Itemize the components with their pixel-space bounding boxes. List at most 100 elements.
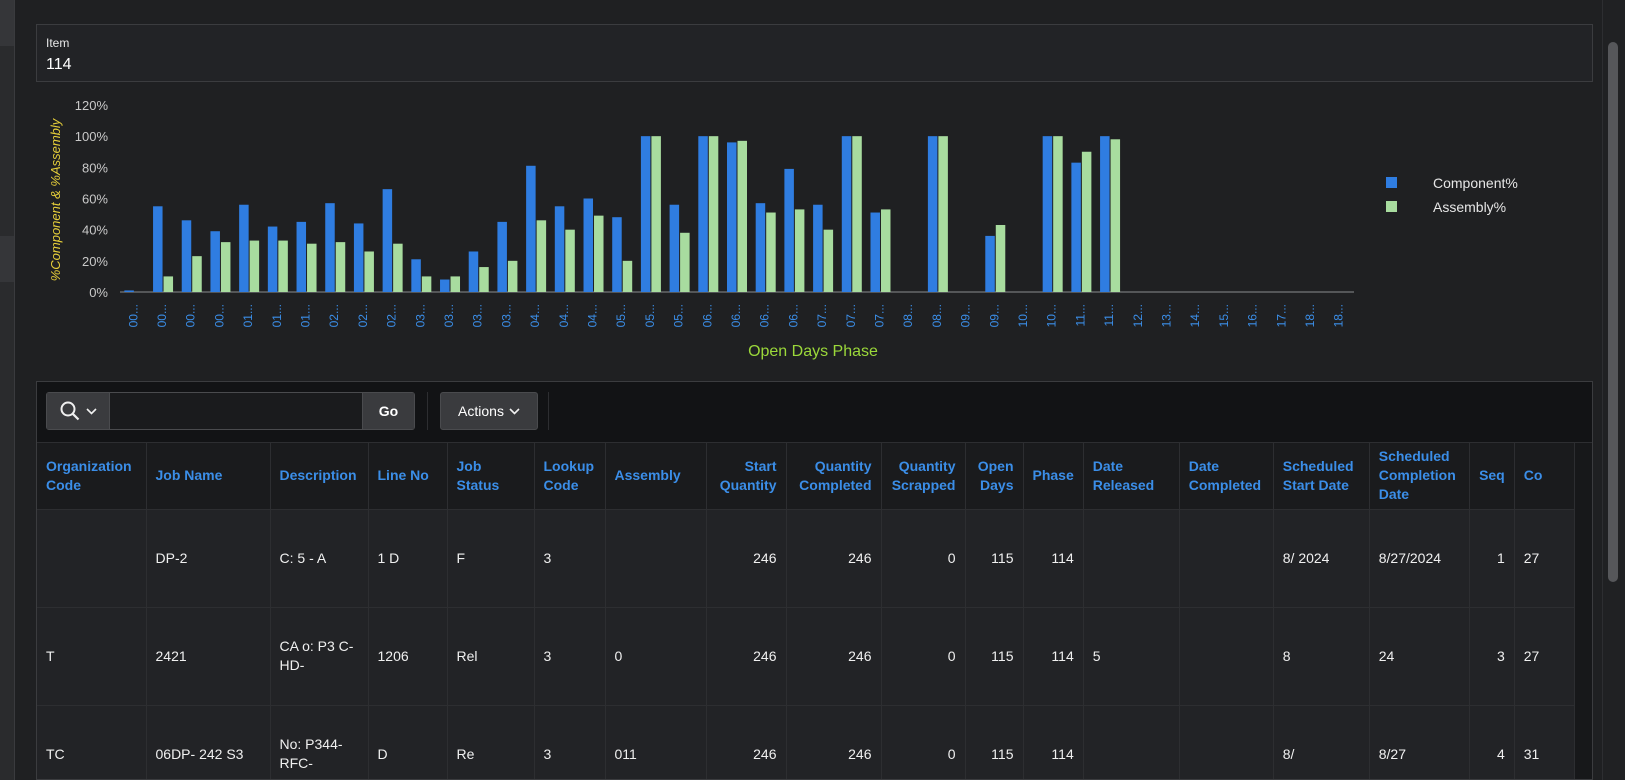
column-header[interactable]: Date Released <box>1083 443 1180 510</box>
table-cell: 115 <box>965 705 1024 779</box>
table-cell: F <box>447 509 535 608</box>
x-tick-label: 06... <box>729 304 743 327</box>
bar-component-pct <box>1100 136 1110 292</box>
column-header[interactable]: Lookup Code <box>534 443 606 510</box>
x-tick-label: 00... <box>212 304 226 327</box>
x-tick-label: 14... <box>1188 304 1202 327</box>
table-cell: 1 D <box>368 509 448 608</box>
table-row: TC 06DP- 242 S3 No: P344-RFC- D Re 3 011 246 246… <box>37 705 1575 779</box>
column-header[interactable]: Scheduled Start Date <box>1273 443 1370 510</box>
table-cell: 4 <box>1469 705 1515 779</box>
column-header[interactable]: Seq <box>1469 443 1515 510</box>
bar-component-pct <box>497 221 507 292</box>
table-cell: 27 <box>1514 509 1575 608</box>
x-tick-label: 00... <box>126 304 140 327</box>
bar-assembly-pct <box>1110 139 1121 292</box>
bar-assembly-pct <box>1081 151 1092 292</box>
table-cell: 8/27 <box>1369 705 1470 779</box>
bar-component-pct <box>870 212 880 292</box>
column-header[interactable]: Open Days <box>965 443 1024 510</box>
bar-assembly-pct <box>794 209 805 292</box>
search-input[interactable] <box>110 393 362 429</box>
bar-assembly-pct <box>450 276 461 292</box>
column-header[interactable]: Assembly <box>605 443 707 510</box>
legend-swatch <box>1386 177 1397 188</box>
column-header[interactable]: Organization Code <box>37 443 147 510</box>
table-cell: 1 <box>1469 509 1515 608</box>
bar-assembly-pct <box>823 229 834 292</box>
column-header[interactable]: Line No <box>368 443 448 510</box>
bar-assembly-pct <box>651 136 661 292</box>
table-cell: 8 <box>1273 607 1370 706</box>
y-tick-label: 80% <box>82 160 108 175</box>
actions-menu-button[interactable]: Actions <box>440 392 538 430</box>
go-button[interactable]: Go <box>362 393 414 429</box>
x-tick-label: 05... <box>672 304 686 327</box>
bar-component-pct <box>583 198 594 292</box>
table-header-row: Organization Code Job Name Description Line… <box>37 443 1575 510</box>
column-header[interactable]: Description <box>270 443 369 510</box>
bar-assembly-pct <box>680 232 690 292</box>
bar-component-pct <box>1071 162 1081 292</box>
column-header[interactable]: Co <box>1514 443 1575 510</box>
column-header[interactable]: Job Status <box>447 443 535 510</box>
bar-component-pct <box>353 223 364 292</box>
scrollbar-thumb[interactable] <box>1608 42 1618 582</box>
column-header[interactable]: Job Name <box>146 443 271 510</box>
column-header[interactable]: Quantity Scrapped <box>881 443 966 510</box>
legend-label: Assembly% <box>1433 199 1506 215</box>
x-tick-label: 00... <box>184 304 198 327</box>
table-cell: 24 <box>1369 607 1470 706</box>
bar-assembly-pct <box>249 240 260 292</box>
column-header[interactable]: Scheduled Completion Date <box>1369 443 1470 510</box>
column-header[interactable]: Quantity Completed <box>786 443 882 510</box>
x-tick-label: 04... <box>586 304 600 327</box>
table-cell: 8/27/2024 <box>1369 509 1470 608</box>
interactive-report: Go Actions Organization Code Job Name Desc… <box>36 381 1593 780</box>
bar-assembly-pct <box>163 276 174 292</box>
table-cell: 0 <box>881 705 966 779</box>
x-tick-label: 13... <box>1159 304 1173 327</box>
bar-assembly-pct <box>995 224 1006 292</box>
x-tick-label: 06... <box>758 304 772 327</box>
x-tick-label: 09... <box>959 304 973 327</box>
bar-assembly-pct <box>737 140 747 292</box>
table-cell: 0 <box>881 509 966 608</box>
page-scrollbar[interactable] <box>1602 0 1625 780</box>
column-header[interactable]: Date Completed <box>1179 443 1274 510</box>
bar-assembly-pct <box>880 209 891 292</box>
table-cell: 31 <box>1514 705 1575 779</box>
legend-swatch <box>1386 201 1397 212</box>
x-tick-label: 05... <box>643 304 657 327</box>
search-column-button[interactable] <box>47 393 110 429</box>
table-cell: DP-2 <box>146 509 271 608</box>
bar-assembly-pct <box>938 136 948 292</box>
table-cell: 114 <box>1023 607 1084 706</box>
table-cell: 114 <box>1023 509 1084 608</box>
table-cell <box>1179 607 1274 706</box>
bar-component-pct <box>669 204 680 292</box>
column-header[interactable]: Phase <box>1023 443 1084 510</box>
x-tick-label: 03... <box>442 304 456 327</box>
x-tick-label: 03... <box>471 304 485 327</box>
bar-component-pct <box>210 231 220 292</box>
table-cell: 115 <box>965 509 1024 608</box>
table-cell: 3 <box>534 607 606 706</box>
x-tick-label: 04... <box>528 304 542 327</box>
table-cell: C: 5 - A <box>270 509 369 608</box>
bar-chart: 0% 20% 40% 60% 80% 100% 120% %Component & %Asse… <box>36 90 1593 375</box>
bar-assembly-pct <box>708 136 719 292</box>
bar-assembly-pct <box>479 267 489 292</box>
bar-assembly-pct <box>192 256 202 292</box>
x-tick-label: 15... <box>1217 304 1231 327</box>
table-cell: 246 <box>786 509 882 608</box>
bar-component-pct <box>440 279 450 292</box>
table-cell: 246 <box>786 607 882 706</box>
left-rail <box>0 0 15 780</box>
table-cell: 5 <box>1083 607 1180 706</box>
bar-component-pct <box>927 136 938 292</box>
bar-assembly-pct <box>1053 136 1063 292</box>
bar-assembly-pct <box>335 242 346 292</box>
column-header[interactable]: Start Quantity <box>706 443 787 510</box>
